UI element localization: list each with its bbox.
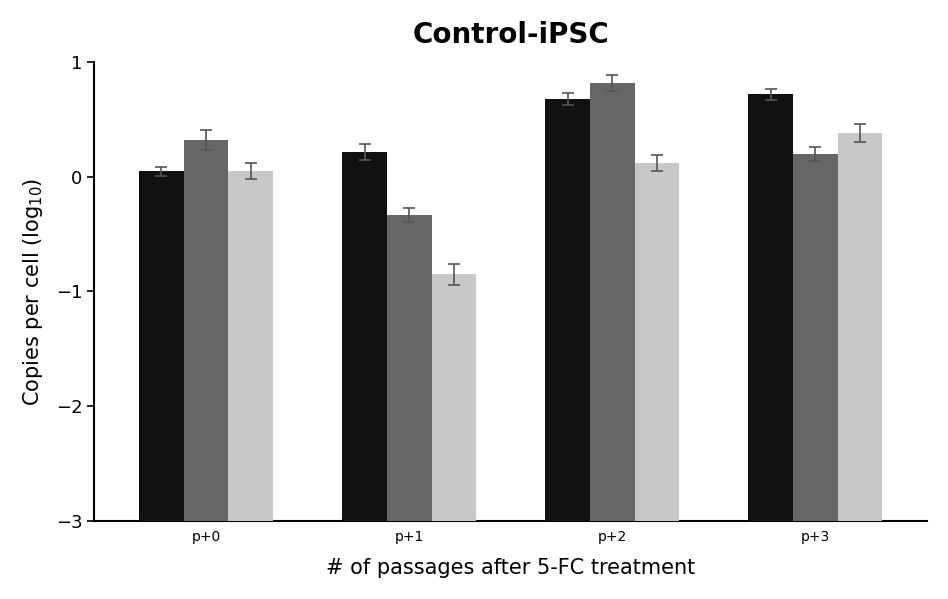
Bar — [590, 83, 634, 521]
Bar — [431, 274, 476, 521]
Bar — [634, 163, 680, 521]
Title: Control-iPSC: Control-iPSC — [412, 21, 610, 49]
X-axis label: # of passages after 5-FC treatment: # of passages after 5-FC treatment — [326, 558, 696, 578]
Bar — [545, 99, 590, 521]
Bar — [748, 95, 793, 521]
Bar — [793, 154, 838, 521]
Bar — [838, 134, 883, 521]
Bar — [184, 140, 228, 521]
Bar — [228, 171, 273, 521]
Y-axis label: Copies per cell (log$_{10}$): Copies per cell (log$_{10}$) — [21, 177, 45, 406]
Bar — [139, 171, 184, 521]
Bar — [387, 214, 431, 521]
Bar — [342, 152, 387, 521]
